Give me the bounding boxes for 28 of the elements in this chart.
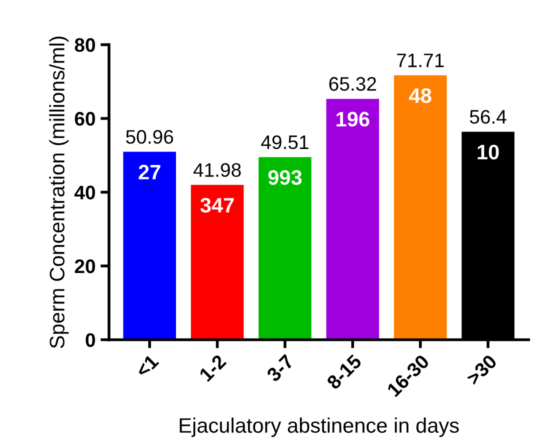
data-label: 49.51 — [261, 135, 308, 150]
y-tick-label: 60 — [74, 112, 96, 126]
y-tick-label: 0 — [86, 333, 96, 347]
data-label: 65.32 — [329, 77, 376, 91]
annotation: 27 — [138, 164, 160, 180]
bar — [394, 75, 447, 340]
data-label: 71.71 — [397, 54, 444, 68]
x-tick-label: 3-7 — [266, 354, 294, 383]
annotation: 48 — [409, 88, 432, 103]
data-label: 56.4 — [470, 110, 506, 124]
annotation: 347 — [200, 198, 234, 213]
y-tick-label: 40 — [74, 186, 96, 200]
x-tick-label: >30 — [466, 354, 498, 386]
bar — [123, 152, 176, 340]
x-tick-label: <1 — [135, 354, 160, 378]
annotation: 196 — [336, 112, 370, 127]
bar — [190, 184, 244, 340]
x-axis-title: Ejaculatory abstinence in days — [180, 418, 459, 437]
annotation: 993 — [268, 170, 302, 185]
bar — [326, 98, 380, 340]
y-tick-label: 20 — [74, 259, 96, 274]
x-tick-label: 1-2 — [198, 354, 227, 382]
y-tick-label: 80 — [74, 38, 96, 52]
annotation: 10 — [478, 144, 499, 160]
bar — [258, 157, 312, 340]
y-axis-title: Sperm Concentration (millions/ml) — [49, 36, 69, 348]
data-label: 50.96 — [126, 130, 174, 144]
data-label: 41.98 — [193, 163, 241, 177]
